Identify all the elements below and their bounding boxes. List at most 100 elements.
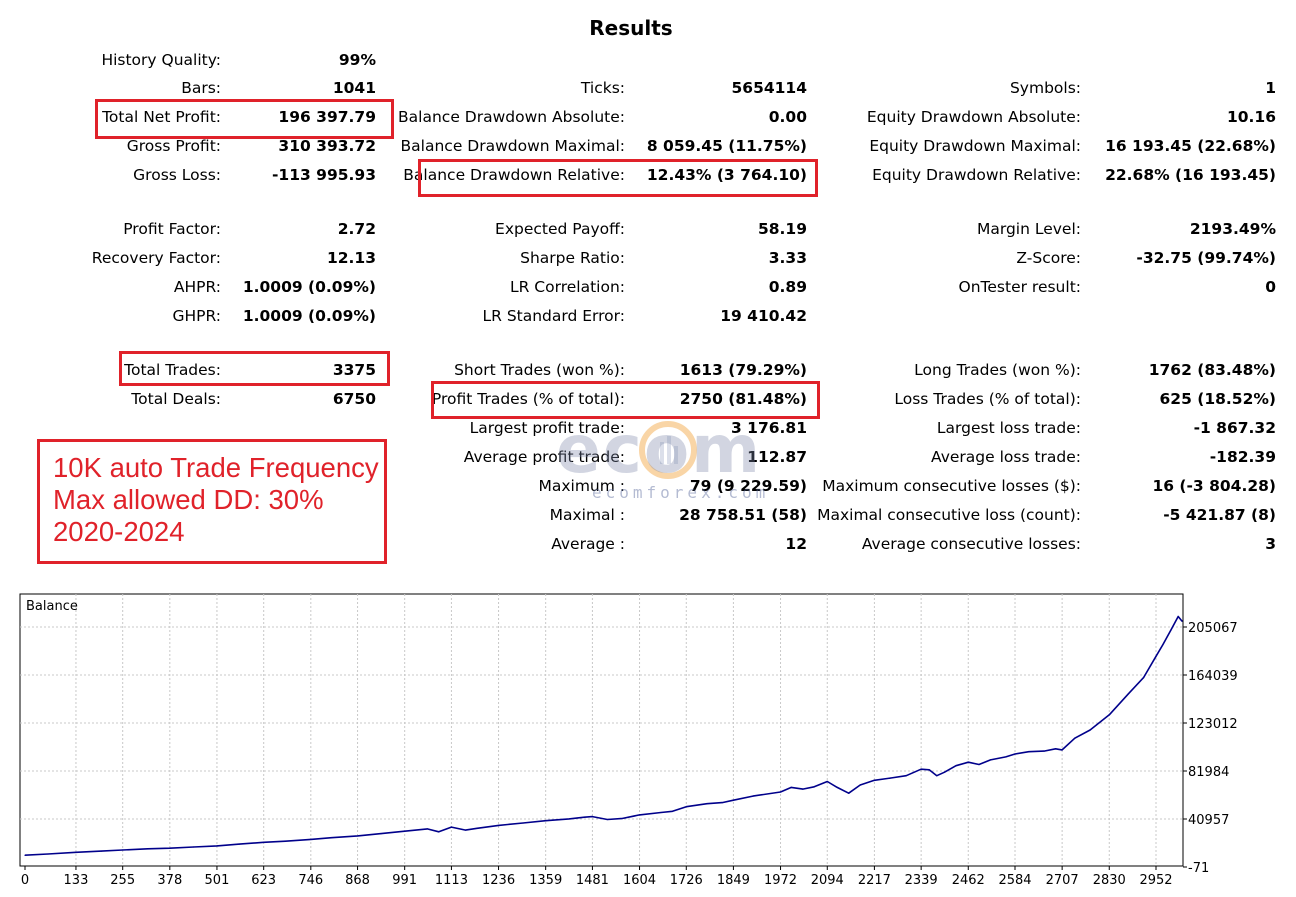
max-consecutive-losses-value: 16 (-3 804.28) <box>1152 477 1276 495</box>
equity-dd-relative-label: Equity Drawdown Relative: <box>872 166 1081 184</box>
x-tick-label: 746 <box>298 873 323 888</box>
balance-point <box>1143 676 1145 678</box>
balance-point <box>426 828 428 830</box>
average-consecutive-losses-label: Average consecutive losses: <box>861 535 1081 553</box>
long-trades-label: Long Trades (won %): <box>914 361 1081 379</box>
x-tick-label: 1236 <box>482 873 515 888</box>
equity-dd-absolute-value: 10.16 <box>1226 108 1276 126</box>
profit-factor-value: 2.72 <box>337 220 376 238</box>
balance-point <box>147 848 149 850</box>
recovery-factor-label: Recovery Factor: <box>91 249 221 267</box>
balance-point <box>464 829 467 831</box>
balance-point <box>192 846 195 848</box>
x-tick-label: 255 <box>110 873 135 888</box>
ahpr-value: 1.0009 (0.09%) <box>242 278 376 296</box>
annotation-line-1: 10K auto Trade Frequency <box>53 452 379 483</box>
balance-point <box>732 799 735 801</box>
x-tick-label: 378 <box>157 873 182 888</box>
total-net-profit-value: 196 397.79 <box>278 108 376 126</box>
maximal-consecutive-loss-value: -5 421.87 (8) <box>1163 506 1276 524</box>
annotation-line-3: 2020-2024 <box>53 516 185 547</box>
x-tick-label: 2217 <box>858 873 891 888</box>
balance-point <box>671 810 674 812</box>
balance-point <box>24 854 26 856</box>
balance-point <box>380 832 382 835</box>
largest-loss-trade-label: Largest loss trade: <box>936 419 1081 437</box>
equity-dd-maximal-value: 16 193.45 (22.68%) <box>1105 137 1276 155</box>
balance-point <box>404 830 406 832</box>
balance-point <box>706 803 708 805</box>
balance-point <box>583 816 585 818</box>
x-tick-label: 1113 <box>435 873 468 888</box>
x-tick-label: 1481 <box>576 873 609 888</box>
balance-point <box>905 775 907 777</box>
balance-point <box>859 784 861 786</box>
history-quality-label: History Quality: <box>101 51 221 69</box>
y-tick-label: -71 <box>1188 861 1209 876</box>
balance-point <box>928 769 930 771</box>
balance-point <box>967 761 969 763</box>
x-tick-label: 2339 <box>905 873 938 888</box>
total-deals-label: Total Deals: <box>131 390 221 408</box>
loss-trades-label: Loss Trades (% of total): <box>894 390 1081 408</box>
margin-level-value: 2193.49% <box>1189 220 1276 238</box>
lr-correlation-label: LR Correlation: <box>509 278 625 296</box>
balance-point <box>1014 753 1016 755</box>
equity-dd-absolute-label: Equity Drawdown Absolute: <box>866 108 1081 126</box>
total-deals-value: 6750 <box>332 390 376 408</box>
equity-dd-maximal-label: Equity Drawdown Maximal: <box>869 137 1081 155</box>
maximum-label: Maximum : <box>538 477 625 495</box>
balance-point <box>890 777 892 779</box>
ticks-label: Ticks: <box>580 79 625 97</box>
balance-point <box>545 820 547 822</box>
expected-payoff-label: Expected Payoff: <box>495 220 625 238</box>
balance-point <box>660 811 662 814</box>
balance-point <box>101 850 103 852</box>
balance-point <box>122 849 124 851</box>
balance-point <box>978 763 980 766</box>
balance-point <box>1169 629 1172 632</box>
annotation-box: 10K auto Trade Frequency Max allowed DD:… <box>37 439 387 564</box>
page-title: Results <box>589 16 673 40</box>
balance-point <box>497 824 500 826</box>
gross-loss-label: Gross Loss: <box>133 166 221 184</box>
balance-point <box>238 843 241 845</box>
x-tick-label: 991 <box>392 873 417 888</box>
x-tick-label: 2462 <box>952 873 985 888</box>
balance-point <box>476 827 478 829</box>
balance-point <box>1089 729 1091 731</box>
balance-point <box>169 847 171 849</box>
average-loss-trade-value: -182.39 <box>1209 448 1276 466</box>
balance-point <box>826 780 828 783</box>
equity-dd-relative-value: 22.68% (16 193.45) <box>1105 166 1276 184</box>
y-tick-label: 164039 <box>1188 669 1238 684</box>
balance-point <box>310 838 312 841</box>
recovery-factor-value: 12.13 <box>326 249 376 267</box>
balance-point <box>522 822 524 824</box>
chart-frame <box>19 593 1184 867</box>
x-tick-label: 133 <box>64 873 89 888</box>
highlight-box-balance-drawdown-relative <box>418 159 818 197</box>
average-value: 12 <box>785 535 807 553</box>
margin-level-label: Margin Level: <box>976 220 1081 238</box>
balance-point <box>1005 756 1007 758</box>
z-score-value: -32.75 (99.74%) <box>1136 249 1276 267</box>
y-tick-label: 40957 <box>1188 813 1229 828</box>
x-tick-label: 1972 <box>764 873 797 888</box>
average-profit-trade-value: 112.87 <box>747 448 807 466</box>
balance-point <box>802 788 804 790</box>
lr-correlation-value: 0.89 <box>768 278 807 296</box>
balance-point <box>1155 655 1157 657</box>
balance-point <box>75 851 77 853</box>
loss-trades-value: 625 (18.52%) <box>1159 390 1276 408</box>
balance-point <box>752 795 754 797</box>
balance-point <box>638 814 641 816</box>
balance-point <box>1061 749 1063 751</box>
highlight-box-profit-trades <box>431 381 820 419</box>
balance-point <box>568 818 570 820</box>
largest-profit-trade-label: Largest profit trade: <box>469 419 625 437</box>
expected-payoff-value: 58.19 <box>757 220 807 238</box>
ontester-result-label: OnTester result: <box>958 278 1081 296</box>
y-tick-label: 205067 <box>1188 621 1238 636</box>
lr-standard-error-label: LR Standard Error: <box>482 307 625 325</box>
